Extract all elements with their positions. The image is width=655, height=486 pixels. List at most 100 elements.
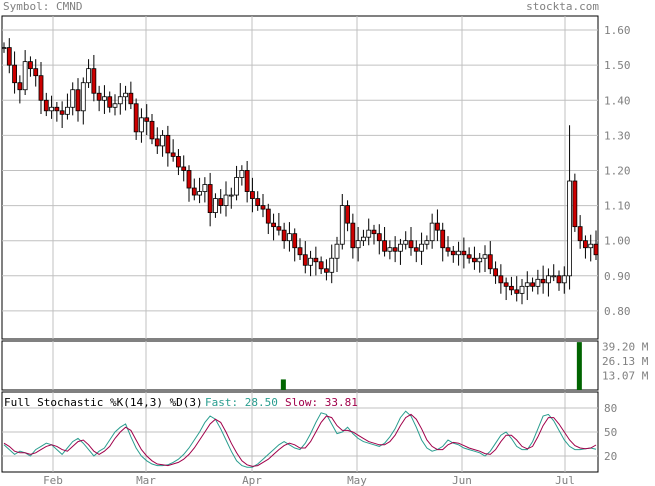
stochastic-line-slow: [3, 413, 597, 467]
candle-body: [435, 222, 440, 231]
candle-body: [70, 89, 76, 108]
candle-body: [176, 156, 181, 168]
candle-body: [503, 282, 509, 287]
candle-body: [482, 254, 488, 259]
x-tick-label: Mar: [136, 474, 156, 486]
candle-body: [387, 247, 393, 252]
candle-body: [6, 47, 12, 66]
candle-body: [345, 205, 350, 224]
candle-body: [49, 106, 54, 112]
candle-body: [207, 184, 213, 214]
candle-body: [244, 170, 250, 192]
volume-bar: [280, 379, 286, 390]
candle-body: [165, 134, 171, 154]
price-tick-label: 1.60: [604, 24, 631, 37]
candle-body: [445, 247, 451, 252]
stochastic-slow-value: Slow: 33.81: [285, 396, 358, 409]
candle-body: [239, 170, 245, 178]
candle-body: [250, 191, 255, 199]
x-tick-label: Jun: [452, 474, 472, 486]
candle-body: [128, 92, 134, 105]
stochastic-title: Full Stochastic %K(14,3) %D(3): [4, 396, 203, 409]
x-tick-label: May: [347, 474, 367, 486]
price-tick-label: 1.20: [604, 164, 631, 177]
candle-body: [117, 96, 123, 105]
stochastic-tick-label: 80: [604, 402, 617, 415]
candle-body: [519, 285, 525, 294]
candle-body: [334, 243, 340, 259]
candle-body: [133, 103, 139, 133]
candle-body: [265, 208, 271, 224]
candle-body: [561, 275, 567, 284]
candle-body: [1, 47, 7, 49]
candle-body: [271, 222, 276, 228]
candle-body: [43, 99, 49, 112]
x-tick-label: Jul: [555, 474, 575, 486]
candle-body: [276, 226, 282, 231]
candle-body: [366, 229, 372, 238]
candle-body: [556, 275, 562, 284]
candle-body: [567, 180, 572, 277]
volume-panel: [280, 342, 582, 390]
volume-frame: [1, 340, 599, 391]
candle-body: [546, 275, 551, 284]
price-tick-label: 0.80: [604, 305, 631, 318]
candle-body: [17, 82, 23, 91]
candle-body: [350, 222, 356, 249]
candle-body: [498, 275, 504, 284]
candle-body: [38, 75, 44, 101]
symbol-label: Symbol: CMND: [3, 0, 83, 13]
candle-body: [186, 170, 192, 189]
candle-body: [218, 198, 224, 206]
candle-body: [96, 92, 102, 101]
candle-body: [65, 106, 70, 115]
candle-body: [413, 247, 419, 252]
candle-body: [302, 254, 308, 266]
candle-body: [472, 257, 477, 263]
candle-body: [477, 257, 483, 263]
candle-body: [154, 138, 160, 147]
stochastic-tick-label: 20: [604, 450, 617, 463]
candle-body: [593, 243, 599, 256]
candle-body: [487, 254, 493, 270]
candle-body: [376, 233, 382, 242]
candle-body: [260, 205, 266, 210]
candle-body: [123, 92, 128, 98]
candle-body: [466, 254, 472, 259]
candle-body: [324, 268, 329, 273]
candle-body: [509, 285, 514, 291]
candle-body: [80, 82, 86, 112]
volume-tick-label: 26.13 M: [602, 355, 649, 368]
candle-body: [392, 247, 398, 252]
candle-body: [91, 68, 97, 94]
candle-body: [450, 250, 456, 256]
candle-body: [292, 233, 298, 249]
candle-body: [440, 229, 446, 249]
price-tick-label: 1.00: [604, 235, 631, 248]
candle-body: [197, 191, 202, 196]
candle-body: [202, 184, 208, 192]
volume-tick-label: 13.07 M: [602, 369, 649, 382]
volume-tick-label: 39.20 M: [602, 340, 649, 353]
candle-body: [86, 68, 91, 84]
candle-body: [228, 194, 234, 197]
price-tick-label: 1.50: [604, 59, 631, 72]
candle-body: [223, 194, 229, 206]
candle-body: [398, 243, 403, 252]
candle-body: [530, 282, 535, 287]
candle-body: [149, 120, 155, 140]
candle-body: [461, 250, 467, 256]
candle-body: [139, 117, 144, 133]
stochastic-fast-value: Fast: 28.50: [205, 396, 278, 409]
candle-body: [540, 278, 546, 284]
price-panel: [1, 38, 599, 305]
brand-link[interactable]: stockta.com: [526, 0, 599, 13]
candle-body: [287, 233, 292, 242]
candle-body: [234, 177, 239, 196]
candle-body: [355, 240, 361, 249]
candle-body: [112, 103, 118, 108]
candle-body: [318, 261, 324, 270]
candle-body: [75, 89, 81, 112]
price-tick-label: 1.30: [604, 129, 631, 142]
